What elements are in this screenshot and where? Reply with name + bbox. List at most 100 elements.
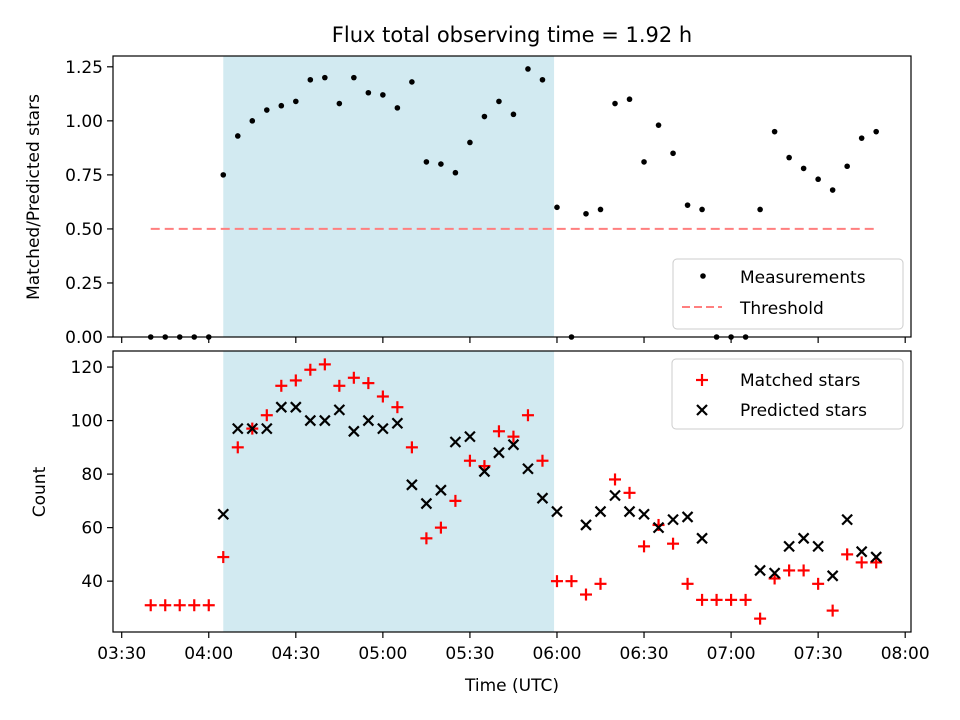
measurement-point bbox=[438, 161, 444, 167]
measurement-point bbox=[699, 206, 705, 213]
matched-point bbox=[855, 556, 868, 569]
measurement-point bbox=[612, 100, 618, 107]
measurement-point bbox=[815, 176, 821, 183]
matched-point bbox=[333, 379, 346, 392]
legend-predicted-marker bbox=[696, 404, 708, 416]
predicted-point bbox=[594, 505, 607, 518]
predicted-point bbox=[754, 564, 766, 577]
predicted-point bbox=[580, 519, 592, 531]
predicted-point bbox=[420, 497, 433, 510]
measurement-point bbox=[467, 139, 473, 146]
bottom-panel: 40 60 80 100 120 03:30 04:00 04:30 05:00 05:30 06… bbox=[30, 350, 930, 696]
measurement-point bbox=[365, 89, 372, 96]
measurement-point bbox=[626, 96, 633, 103]
measurement-point bbox=[684, 202, 691, 208]
matched-point bbox=[217, 551, 230, 564]
predicted-point bbox=[362, 414, 375, 427]
matched-point bbox=[797, 564, 810, 577]
x-tick-label: 08:00 bbox=[881, 644, 930, 664]
measurement-point bbox=[873, 128, 879, 135]
top-marks bbox=[147, 66, 879, 340]
measurement-point bbox=[525, 66, 531, 72]
top-y-axis-label: Matched/Predicted stars bbox=[24, 94, 44, 300]
matched-point bbox=[318, 358, 331, 371]
measurement-point bbox=[322, 74, 328, 81]
measurement-point bbox=[220, 172, 227, 178]
predicted-point bbox=[232, 422, 244, 435]
measurement-point bbox=[539, 76, 546, 83]
measurement-point bbox=[394, 105, 401, 111]
y-tick-label: 1.25 bbox=[65, 58, 103, 78]
matched-point bbox=[202, 599, 215, 612]
y-tick-label: 80 bbox=[81, 465, 103, 485]
measurement-point bbox=[234, 133, 241, 139]
measurement-point bbox=[641, 159, 647, 165]
legend-threshold-label: Threshold bbox=[739, 299, 824, 319]
measurement-point bbox=[858, 135, 865, 141]
top-panel: 0.00 0.25 0.50 0.75 1.00 1.25 Matched/Predict… bbox=[24, 55, 912, 348]
top-legend-box bbox=[672, 258, 904, 330]
predicted-point bbox=[478, 465, 491, 478]
y-tick-label: 100 bbox=[71, 412, 103, 432]
predicted-point bbox=[681, 511, 694, 523]
predicted-point bbox=[696, 532, 708, 545]
predicted-point bbox=[609, 489, 621, 502]
predicted-point bbox=[652, 521, 665, 534]
matched-point bbox=[841, 548, 854, 561]
matched-point bbox=[391, 401, 404, 414]
matched-point bbox=[144, 599, 157, 612]
measurement-point bbox=[829, 187, 836, 193]
measurement-point bbox=[249, 118, 256, 124]
matched-point bbox=[826, 604, 839, 617]
bottom-y-axis-label: Count bbox=[30, 466, 50, 517]
matched-point bbox=[173, 599, 186, 612]
x-tick-label: 04:30 bbox=[271, 644, 320, 664]
predicted-point bbox=[319, 414, 331, 427]
top-y-ticks: 0.00 0.25 0.50 0.75 1.00 1.25 bbox=[65, 58, 113, 348]
top-shaded-interval bbox=[223, 56, 555, 337]
bottom-y-ticks: 40 60 80 100 120 bbox=[71, 358, 113, 592]
predicted-point bbox=[638, 508, 650, 521]
chart-title: Flux total observing time = 1.92 h bbox=[332, 23, 692, 47]
x-tick-label: 05:30 bbox=[445, 644, 494, 664]
matched-point bbox=[376, 390, 389, 403]
measurement-point bbox=[757, 206, 763, 213]
predicted-point bbox=[290, 401, 302, 413]
matched-point bbox=[550, 575, 563, 588]
matched-point bbox=[362, 377, 375, 390]
legend-predicted-label: Predicted stars bbox=[740, 401, 867, 421]
x-tick-label: 07:30 bbox=[794, 644, 843, 664]
predicted-point bbox=[261, 422, 273, 435]
x-tick-label: 06:00 bbox=[532, 644, 581, 664]
predicted-point bbox=[841, 513, 853, 526]
matched-point bbox=[231, 441, 244, 454]
matched-point bbox=[434, 521, 447, 534]
predicted-point bbox=[275, 401, 288, 413]
y-tick-label: 0.50 bbox=[65, 220, 103, 240]
measurement-point bbox=[307, 76, 314, 83]
legend-matched-label: Matched stars bbox=[740, 371, 860, 391]
measurement-point bbox=[278, 102, 285, 109]
predicted-point bbox=[217, 508, 230, 521]
matched-point bbox=[260, 409, 273, 422]
matched-point bbox=[623, 486, 636, 499]
predicted-point bbox=[870, 551, 882, 563]
predicted-point bbox=[348, 425, 360, 438]
y-tick-label: 1.00 bbox=[65, 112, 103, 132]
measurement-point bbox=[452, 169, 459, 176]
x-tick-label: 06:30 bbox=[620, 644, 669, 664]
predicted-point bbox=[551, 505, 563, 518]
matched-point bbox=[521, 409, 534, 422]
y-tick-label: 40 bbox=[81, 572, 103, 592]
predicted-point bbox=[391, 417, 404, 430]
predicted-point bbox=[826, 570, 839, 582]
predicted-point bbox=[623, 505, 636, 518]
matched-point bbox=[159, 599, 172, 612]
top-axes-frame bbox=[112, 55, 912, 338]
predicted-point bbox=[449, 436, 462, 448]
measurement-point bbox=[293, 98, 299, 105]
matched-point bbox=[507, 430, 520, 443]
measurement-point bbox=[496, 98, 502, 105]
x-tick-label: 07:00 bbox=[707, 644, 756, 664]
predicted-point bbox=[768, 567, 781, 579]
